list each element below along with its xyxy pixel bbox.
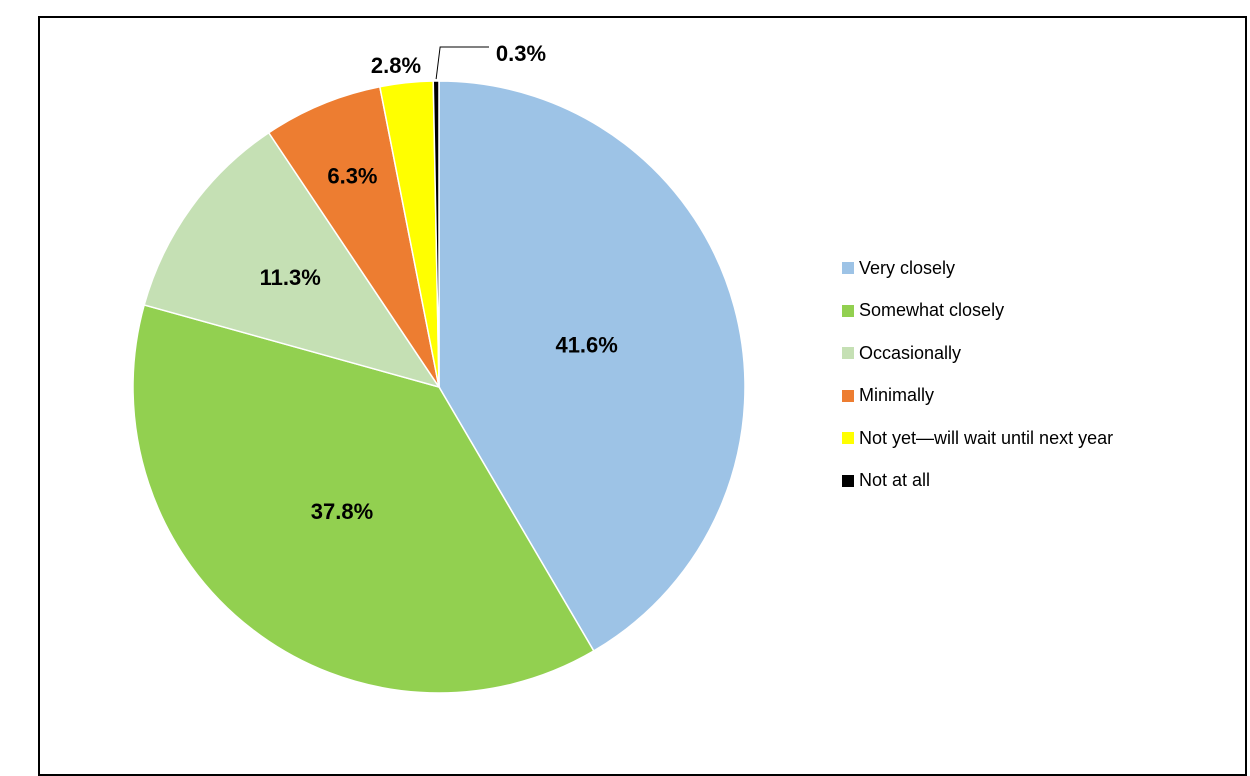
pie-slice-minimally (267, 85, 440, 388)
data-label-not-at-all: 0.3% (496, 41, 546, 66)
pie-slice-very-closely (438, 80, 746, 652)
pie-slice-occasionally (143, 131, 441, 389)
legend-item-not-at-all: Not at all (842, 469, 1113, 493)
legend-item-not-yet: Not yet—will wait until next year (842, 426, 1113, 450)
legend-label-minimally: Minimally (859, 385, 935, 405)
data-label-not-yet: 2.8% (371, 53, 421, 78)
legend-label-very-closely: Very closely (859, 257, 956, 278)
legend-swatch-somewhat-closely (842, 304, 854, 317)
legend-label-not-at-all: Not at all (859, 470, 931, 490)
legend-swatch-very-closely (842, 262, 854, 274)
pie-slice-not-at-all (432, 80, 440, 388)
data-label-somewhat-closely: 37.8% (311, 499, 373, 524)
legend-swatch-occasionally (842, 347, 854, 359)
legend-item-very-closely: Very closely (842, 256, 1113, 280)
legend-item-somewhat-closely: Somewhat closely (842, 299, 1113, 323)
pie-slice-somewhat-closely (132, 304, 595, 694)
legend-swatch-not-at-all (842, 474, 854, 487)
legend-swatch-minimally (842, 389, 854, 402)
leader-line-not-at-all (435, 46, 489, 80)
legend-item-occasionally: Occasionally (842, 341, 1113, 365)
legend-item-minimally: Minimally (842, 384, 1113, 408)
data-label-occasionally: 11.3% (260, 265, 321, 290)
data-label-very-closely: 41.6% (555, 333, 617, 358)
legend-label-occasionally: Occasionally (859, 342, 962, 363)
legend-swatch-not-yet (842, 432, 854, 444)
data-label-minimally: 6.3% (327, 164, 377, 189)
legend-label-somewhat-closely: Somewhat closely (859, 300, 1005, 320)
legend-label-not-yet: Not yet—will wait until next year (859, 427, 1114, 448)
chart-legend: Very closely Somewhat closely Occasional… (842, 256, 1113, 511)
